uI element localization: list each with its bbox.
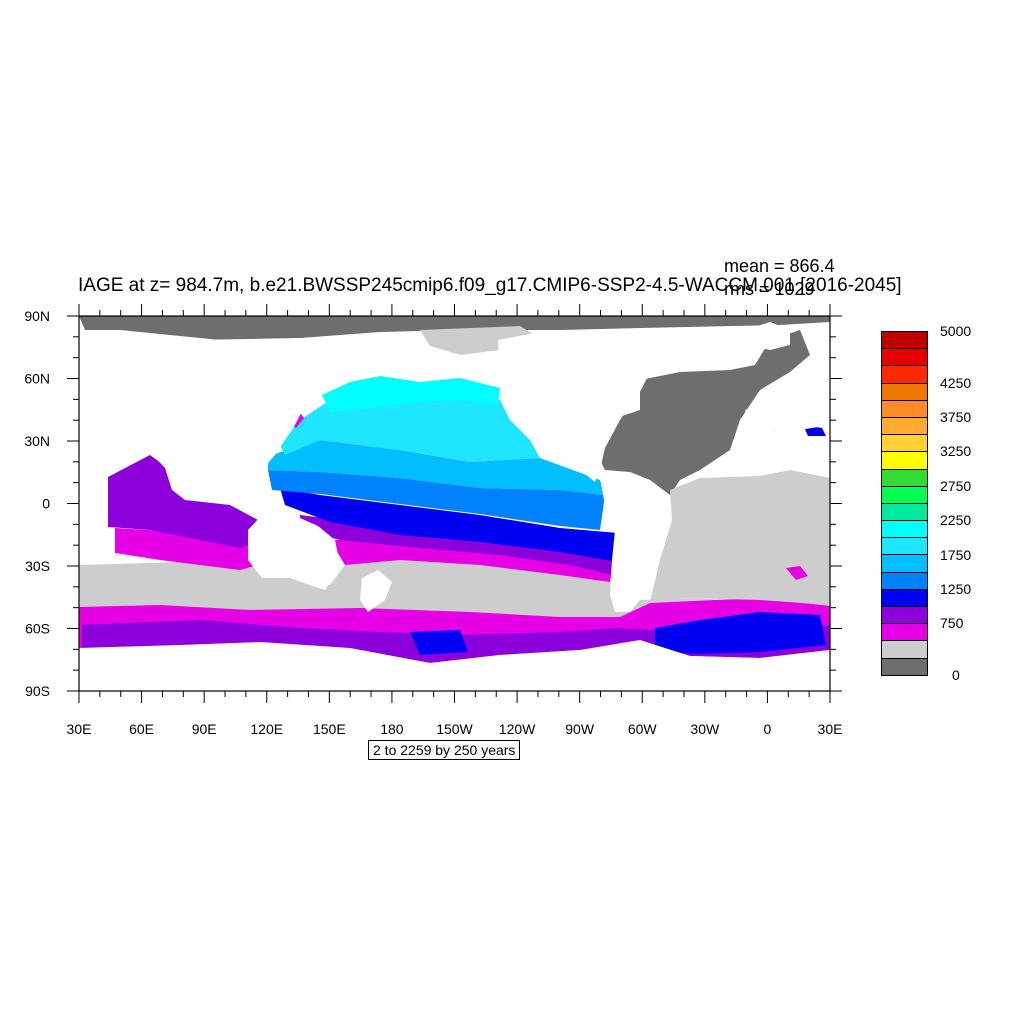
colorbar-swatch xyxy=(882,658,927,675)
ocean-region-pacific-blue xyxy=(280,488,618,562)
lon-label: 0 xyxy=(764,721,772,737)
lon-label: 60W xyxy=(628,721,658,737)
lat-label: 90N xyxy=(24,308,50,324)
colorbar-swatch xyxy=(882,589,927,607)
colorbar-label: 750 xyxy=(940,615,964,632)
lon-label: 150W xyxy=(436,721,473,737)
lat-label: 30N xyxy=(24,433,50,449)
ocean-region-north-atlantic-dark xyxy=(590,330,810,495)
colorbar-label: 0 xyxy=(952,667,960,683)
colorbar xyxy=(881,331,928,676)
colorbar-label: 2250 xyxy=(940,512,972,529)
lon-label: 90E xyxy=(192,721,217,737)
ocean-region-south-atlantic-light xyxy=(650,470,830,605)
colorbar-swatch xyxy=(882,503,927,522)
stats-mean: mean = 866.4 xyxy=(724,256,835,276)
ocean-region-indian-magenta-band xyxy=(115,528,258,570)
ocean-region-ross-blue xyxy=(410,630,468,655)
lat-labels: 90N 60N 30N 0 30S 60S 90S xyxy=(24,308,50,699)
colorbar-swatch xyxy=(882,435,927,453)
landmass-north-america xyxy=(498,330,660,482)
lon-label: 150E xyxy=(313,721,346,737)
colorbar-swatch xyxy=(882,641,927,659)
axis-ticks xyxy=(67,304,842,703)
colorbar-label: 2750 xyxy=(940,477,972,494)
landmass-south-america xyxy=(600,478,670,612)
lat-label: 0 xyxy=(42,496,50,512)
lon-label: 90W xyxy=(565,721,595,737)
colorbar-swatch xyxy=(882,469,927,487)
ocean-region-weddell-blue xyxy=(655,612,826,654)
lon-label: 120W xyxy=(499,721,536,737)
colorbar-swatch xyxy=(882,486,927,504)
ocean-region-indian-purple xyxy=(108,452,262,548)
lon-label: 30E xyxy=(818,721,843,737)
colorbar-label: 3750 xyxy=(940,409,972,425)
lat-label: 30S xyxy=(25,558,50,574)
colorbar-swatch xyxy=(882,452,927,470)
lon-labels: 30E 60E 90E 120E 150E 180 150W 120W 90W 60W 30W 0 30… xyxy=(67,721,843,737)
contour-info-box: 2 to 2259 by 250 years xyxy=(368,740,521,760)
colorbar-swatch xyxy=(882,349,927,367)
colorbar-swatch xyxy=(882,555,927,573)
lon-label: 120E xyxy=(250,721,283,737)
ocean-region-pacific-2000 xyxy=(322,376,500,412)
colorbar-swatch xyxy=(882,607,927,625)
colorbar-swatch xyxy=(882,538,927,556)
colorbar-swatch xyxy=(882,400,927,418)
landmass-asia xyxy=(79,338,330,470)
colorbar-swatch xyxy=(882,417,927,436)
colorbar-swatch xyxy=(882,332,927,350)
lat-label: 60N xyxy=(24,371,50,387)
lat-label: 60S xyxy=(25,621,50,637)
stats-rms: rms = 1029 xyxy=(724,279,815,299)
ocean-region-pacific-magenta-band xyxy=(330,540,612,582)
lon-label: 180 xyxy=(380,721,404,737)
colorbar-swatch xyxy=(882,624,927,642)
colorbar-swatch xyxy=(882,572,927,590)
lon-label: 30W xyxy=(690,721,720,737)
lon-label: 30E xyxy=(67,721,92,737)
colorbar-swatch xyxy=(882,521,927,539)
colorbar-swatch xyxy=(882,366,927,384)
map-field xyxy=(79,316,830,691)
ocean-region-pacific-1250 xyxy=(268,470,605,530)
landmass-antarctica xyxy=(79,640,830,691)
colorbar-label: 5000 xyxy=(940,323,972,339)
colorbar-swatch xyxy=(882,383,927,401)
ocean-region-pacific-1500 xyxy=(268,440,605,495)
plot-title: IAGE at z= 984.7m, b.e21.BWSSP245cmip6.f… xyxy=(78,275,902,296)
colorbar-label: 4250 xyxy=(940,374,972,391)
ocean-region-arctic-light xyxy=(420,326,540,355)
colorbar-label: 1750 xyxy=(940,546,972,563)
colorbar-label: 3250 xyxy=(940,443,972,460)
lat-label: 90S xyxy=(25,683,50,699)
lon-label: 60E xyxy=(129,721,154,737)
ocean-region-south-atlantic-magenta xyxy=(786,566,808,580)
colorbar-label: 1250 xyxy=(940,581,972,597)
landmass-new-zealand xyxy=(360,570,392,612)
landmass-australia xyxy=(248,508,340,590)
landmass-europe xyxy=(745,395,830,432)
landmass-greenland-gap xyxy=(745,322,790,350)
